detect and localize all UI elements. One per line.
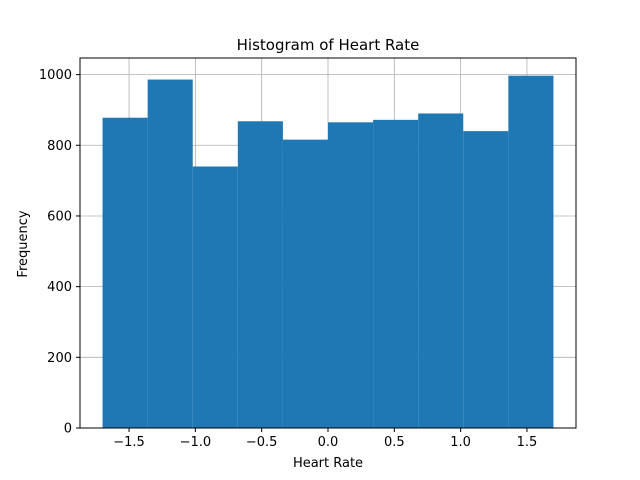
x-axis-label: Heart Rate <box>293 456 363 471</box>
x-tick-label: 1.0 <box>450 435 471 450</box>
histogram-bar <box>238 121 283 428</box>
y-tick-label: 600 <box>47 209 72 224</box>
y-tick-label: 0 <box>64 422 72 437</box>
x-tick-label: −1.5 <box>113 435 145 450</box>
histogram-bar <box>103 118 148 428</box>
y-tick-label: 400 <box>47 280 72 295</box>
x-tick-label: −1.0 <box>180 435 212 450</box>
y-tick-label: 800 <box>47 139 72 154</box>
y-tick-label: 200 <box>47 351 72 366</box>
x-tick-label: 0.0 <box>318 435 339 450</box>
chart-title: Histogram of Heart Rate <box>237 36 420 54</box>
histogram-bar <box>328 122 373 428</box>
histogram-bar <box>418 113 463 428</box>
y-tick-label: 1000 <box>39 68 72 83</box>
histogram-bar <box>148 80 193 428</box>
histogram-bar <box>373 120 418 428</box>
histogram-bar <box>463 131 508 428</box>
x-tick-label: 0.5 <box>384 435 405 450</box>
y-axis-label: Frequency <box>16 210 31 277</box>
x-tick-label: 1.5 <box>517 435 538 450</box>
histogram-bar <box>193 166 238 428</box>
x-tick-label: −0.5 <box>246 435 278 450</box>
histogram-bar <box>283 140 328 428</box>
histogram-bar <box>508 76 553 428</box>
